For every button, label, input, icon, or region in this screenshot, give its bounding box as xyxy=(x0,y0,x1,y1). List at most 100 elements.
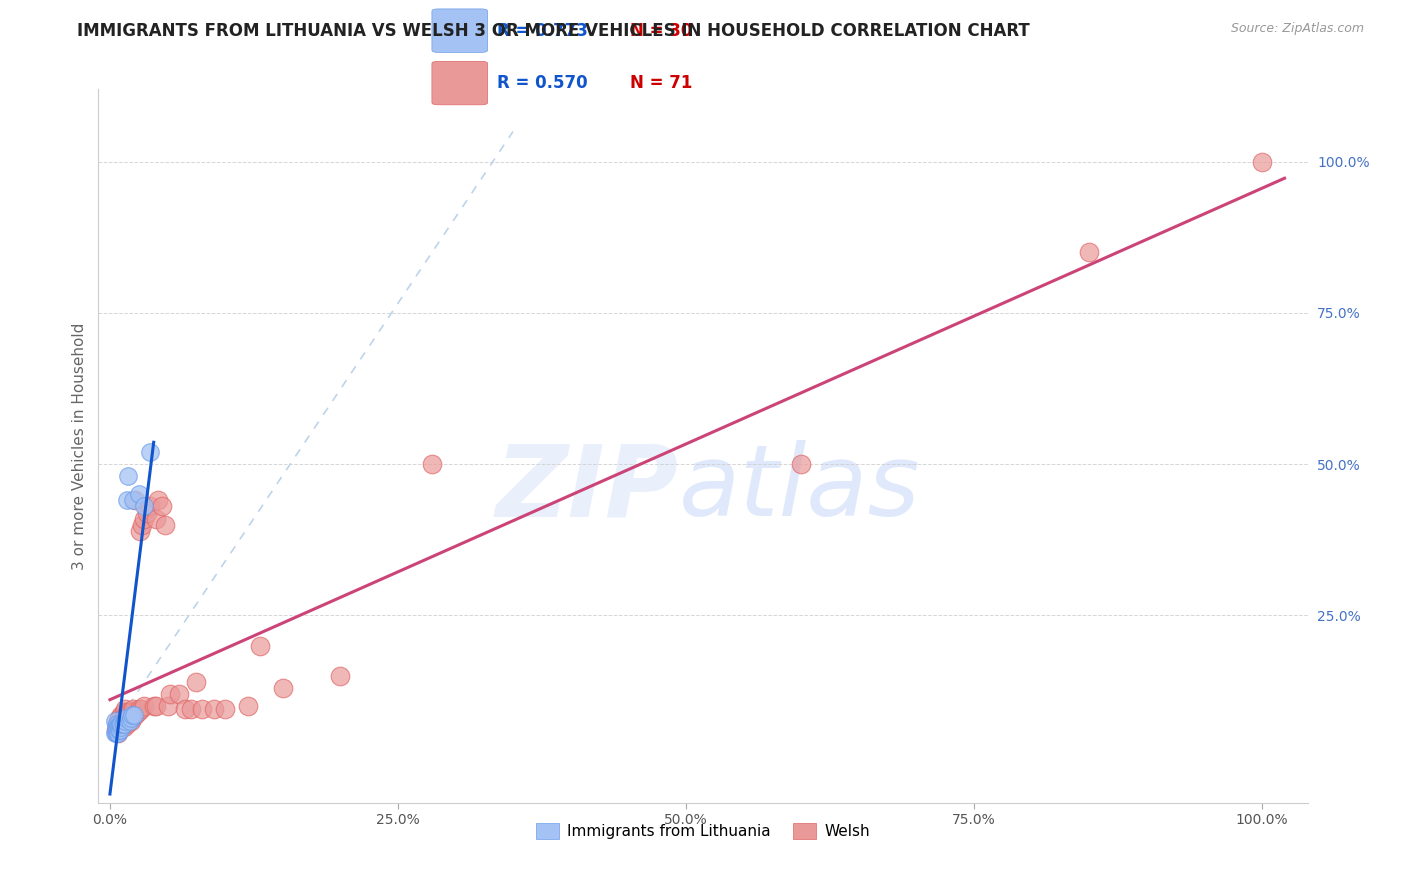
Point xyxy=(117,708,139,723)
Point xyxy=(108,711,131,725)
Point xyxy=(329,669,352,683)
Point xyxy=(173,702,195,716)
Point xyxy=(107,717,129,731)
Point xyxy=(142,699,165,714)
Text: atlas: atlas xyxy=(679,441,921,537)
Text: ZIP: ZIP xyxy=(496,441,679,537)
Point xyxy=(129,702,152,716)
Point xyxy=(118,705,141,719)
Point xyxy=(156,699,179,714)
Point xyxy=(271,681,294,695)
Point xyxy=(115,705,138,719)
Text: N = 30: N = 30 xyxy=(630,21,692,39)
Point xyxy=(202,702,225,716)
Point xyxy=(105,720,128,734)
Point xyxy=(191,702,214,716)
FancyBboxPatch shape xyxy=(432,9,488,53)
Point xyxy=(122,708,145,723)
Point xyxy=(108,723,131,738)
Point xyxy=(120,708,142,723)
Point xyxy=(115,711,138,725)
Point xyxy=(110,711,132,725)
Point xyxy=(111,711,134,725)
Point xyxy=(110,717,132,731)
Point xyxy=(117,714,139,728)
Point xyxy=(134,500,156,514)
Point xyxy=(150,500,173,514)
Point xyxy=(110,720,132,734)
Point xyxy=(120,714,142,728)
Point xyxy=(135,506,157,520)
Point xyxy=(790,457,813,471)
Point xyxy=(134,511,156,525)
Text: R = 0.570: R = 0.570 xyxy=(496,74,588,92)
Point xyxy=(108,717,131,731)
Point xyxy=(105,726,128,740)
Point xyxy=(111,717,134,731)
Point xyxy=(127,705,149,719)
Point xyxy=(124,493,146,508)
Point xyxy=(110,708,132,723)
Point xyxy=(108,720,131,734)
Legend: Immigrants from Lithuania, Welsh: Immigrants from Lithuania, Welsh xyxy=(530,817,876,845)
Text: R = 0.773: R = 0.773 xyxy=(496,21,588,39)
FancyBboxPatch shape xyxy=(432,62,488,104)
Point xyxy=(145,699,167,714)
Point xyxy=(107,714,129,728)
Point xyxy=(131,517,153,532)
Point xyxy=(107,726,129,740)
Point xyxy=(112,705,135,719)
Point xyxy=(115,708,138,723)
Point xyxy=(128,487,150,501)
Point xyxy=(104,723,127,738)
Text: IMMIGRANTS FROM LITHUANIA VS WELSH 3 OR MORE VEHICLES IN HOUSEHOLD CORRELATION C: IMMIGRANTS FROM LITHUANIA VS WELSH 3 OR … xyxy=(77,22,1031,40)
Point xyxy=(155,517,177,532)
Point xyxy=(114,711,136,725)
Point xyxy=(118,714,141,728)
Point xyxy=(110,714,132,728)
Point xyxy=(159,687,181,701)
Point xyxy=(115,717,138,731)
Point xyxy=(139,445,162,459)
Point xyxy=(110,714,132,728)
Point xyxy=(139,500,162,514)
Point xyxy=(110,717,132,731)
Point xyxy=(110,720,132,734)
Point xyxy=(422,457,444,471)
Point xyxy=(122,705,145,719)
Point xyxy=(112,720,135,734)
Point xyxy=(114,702,136,716)
Point xyxy=(105,717,128,731)
Point xyxy=(236,699,259,714)
Point xyxy=(148,493,170,508)
Point xyxy=(104,720,127,734)
Point xyxy=(114,717,136,731)
Point xyxy=(128,702,150,716)
Point xyxy=(118,711,141,725)
Point xyxy=(105,717,128,731)
Text: Source: ZipAtlas.com: Source: ZipAtlas.com xyxy=(1230,22,1364,36)
Point xyxy=(249,639,271,653)
Point xyxy=(128,524,150,538)
Point xyxy=(145,511,167,525)
Point xyxy=(180,702,202,716)
Point xyxy=(114,714,136,728)
Point xyxy=(110,723,132,738)
Point xyxy=(1077,245,1099,260)
Point xyxy=(115,714,138,728)
Point xyxy=(121,708,143,723)
Point xyxy=(115,711,138,725)
Point xyxy=(214,702,236,716)
Point xyxy=(111,717,134,731)
Point xyxy=(107,720,129,734)
Point xyxy=(117,469,139,483)
Point xyxy=(186,674,208,689)
Point xyxy=(104,726,127,740)
Point xyxy=(108,723,131,738)
Point xyxy=(110,720,132,734)
Point xyxy=(120,711,142,725)
Point xyxy=(112,714,135,728)
Point xyxy=(103,726,125,740)
Point xyxy=(121,711,143,725)
Point xyxy=(1250,154,1272,169)
